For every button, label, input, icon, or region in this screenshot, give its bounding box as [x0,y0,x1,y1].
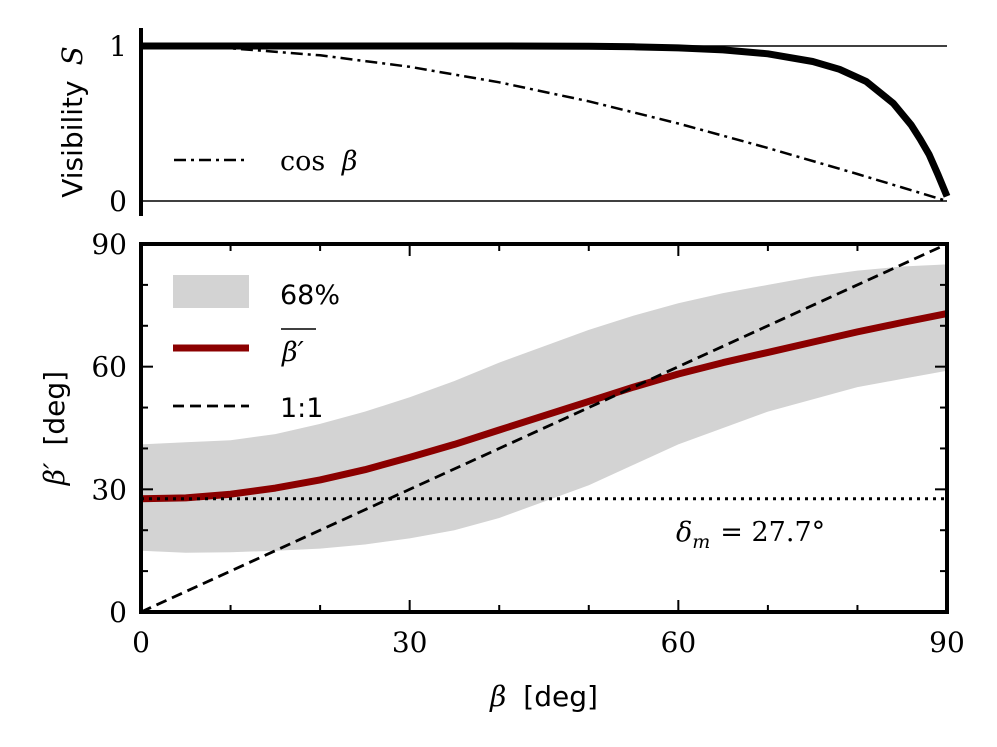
y-tick-label-2: 60 [91,351,127,384]
x-tick-label-0: 0 [132,626,150,659]
bottom-y-axis-title: β′ [deg] [38,371,71,486]
bottom-series-line-1 [141,244,947,612]
y-axis-symbol: β′ [38,462,71,486]
svg-text:β′ [deg]: β′ [deg] [38,371,71,486]
bottom-panel: 0 30 60 90 0 30 60 90 β [deg] β′ [deg] 68% β′ 1… [38,228,965,713]
top-y-ticks: 01 [109,30,127,218]
legend-band-swatch [173,275,249,308]
x-tick-label-3: 90 [929,626,965,659]
top-y-axis-title: Visibility S [56,46,89,198]
y-tick-label-0: 0 [109,596,127,629]
delta-value: = 27.7° [720,517,825,548]
legend-one-to-one-label: 1:1 [280,393,323,424]
top-ylabel-symbol: S [56,46,89,65]
top-series-line-1 [140,44,948,203]
bottom-axes-frame [139,242,949,614]
x-tick-label-1: 30 [392,626,428,659]
bottom-tick-labels: 0 30 60 90 0 30 60 90 [91,228,964,659]
top-legend-label: cos β [280,146,357,177]
bottom-series-group [141,244,947,612]
y-axis-unit: [deg] [38,371,71,446]
top-ytick-label-1: 1 [109,30,127,63]
y-tick-label-3: 90 [91,228,127,261]
legend-mean-label: β′ [281,337,304,368]
top-series-line-0 [141,42,951,198]
top-legend-cos: cos [280,146,325,177]
svg-text:Visibility S: Visibility S [56,46,89,198]
delta-annotation: δm = 27.7° [676,517,825,553]
top-legend: cos β [174,146,357,177]
bottom-x-axis-title: β [deg] [489,680,598,713]
delta-subscript: m [692,531,710,553]
x-axis-symbol: β [489,680,506,713]
bottom-series-line-0 [141,310,947,503]
x-tick-label-2: 60 [661,626,697,659]
top-series-group [140,42,951,203]
bottom-legend: 68% β′ 1:1 [173,275,340,424]
y-tick-label-1: 30 [91,473,127,506]
top-ytick-label-0: 0 [109,185,127,218]
top-ylabel-text: Visibility [56,80,89,197]
legend-band-label: 68% [280,280,340,311]
x-axis-unit: [deg] [523,680,598,713]
top-legend-beta: β [341,146,358,177]
delta-symbol: δ [676,517,692,548]
top-panel: 01 Visibility S cos β [56,28,951,218]
